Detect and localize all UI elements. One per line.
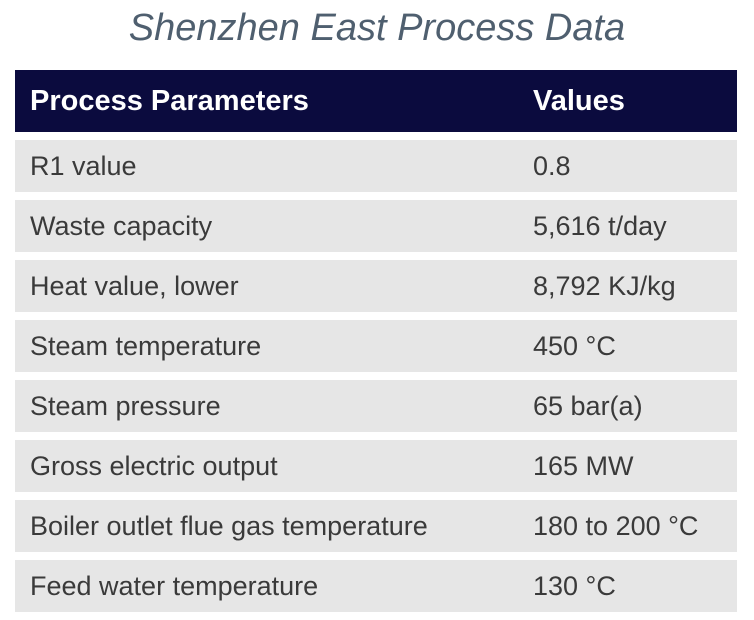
table-cell: 165 MW bbox=[533, 450, 634, 481]
table-row: R1 value 0.8 bbox=[15, 140, 737, 192]
table-cell: Steam temperature bbox=[30, 330, 262, 361]
table-cell: 0.8 bbox=[533, 150, 571, 181]
table-cell: 450 °C bbox=[533, 330, 616, 361]
table-row: Waste capacity 5,616 t/day bbox=[15, 200, 737, 252]
table-cell: 130 °C bbox=[533, 570, 616, 601]
table-row: Heat value, lower 8,792 KJ/kg bbox=[15, 260, 737, 312]
table-cell: Boiler outlet flue gas temperature bbox=[30, 510, 428, 541]
table-row: Steam temperature 450 °C bbox=[15, 320, 737, 372]
table-cell: Waste capacity bbox=[30, 210, 213, 241]
table-cell: Heat value, lower bbox=[30, 270, 239, 301]
table-cell: 5,616 t/day bbox=[533, 210, 667, 241]
table-header: Process Parameters Values bbox=[15, 70, 737, 132]
table-cell: Gross electric output bbox=[30, 450, 278, 481]
table-cell: 8,792 KJ/kg bbox=[533, 270, 676, 301]
table-cell: 65 bar(a) bbox=[533, 390, 643, 421]
table-cell: R1 value bbox=[30, 150, 137, 181]
table-cell: Steam pressure bbox=[30, 390, 221, 421]
data-table: Process Parameters Values R1 value 0.8 Was… bbox=[15, 70, 737, 612]
table-row: Boiler outlet flue gas temperature 180 to… bbox=[15, 500, 737, 552]
table-cell: Feed water temperature bbox=[30, 570, 319, 601]
table-cell: 180 to 200 °C bbox=[533, 510, 699, 541]
table-row: Feed water temperature 130 °C bbox=[15, 560, 737, 612]
header-cell: Process Parameters bbox=[30, 84, 309, 117]
table-row: Gross electric output 165 MW bbox=[15, 440, 737, 492]
page-title: Shenzhen East Process Data bbox=[128, 7, 626, 49]
header-cell: Values bbox=[533, 84, 625, 117]
table-row: Steam pressure 65 bar(a) bbox=[15, 380, 737, 432]
